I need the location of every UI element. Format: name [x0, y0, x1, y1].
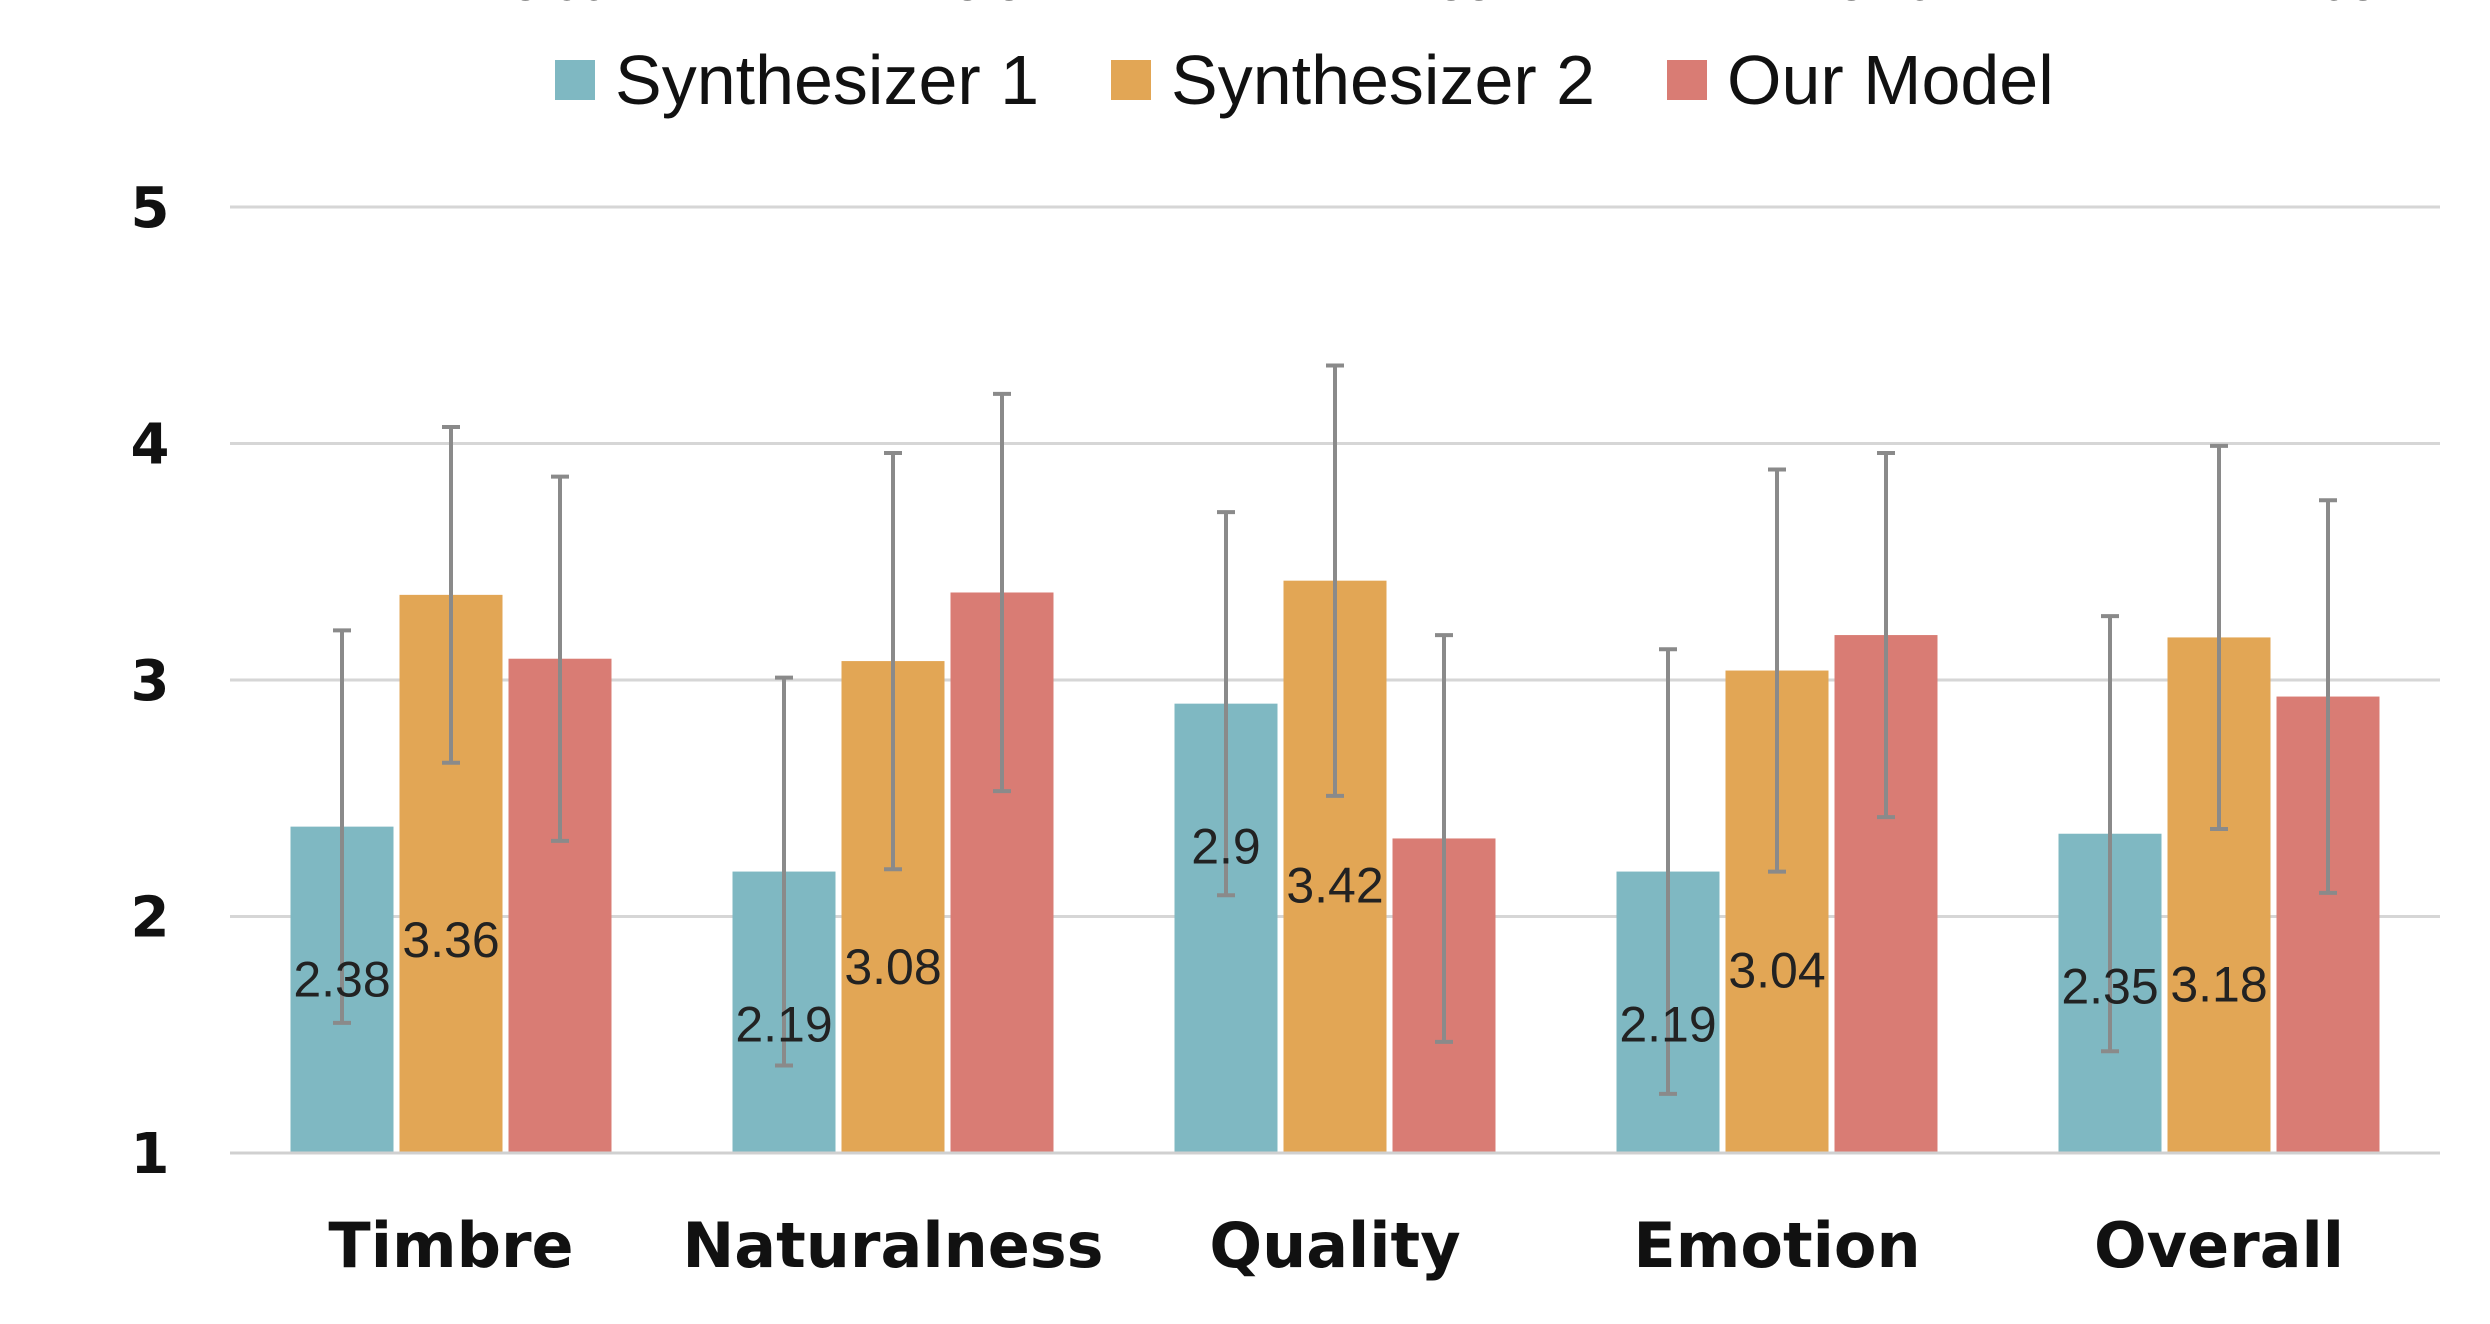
- data-label-our-model-emotion: 3.19: [1837, 0, 1934, 11]
- error-bar-our-model-timbre: [551, 474, 569, 843]
- data-label-synthesizer-1-emotion: 2.19: [1619, 997, 1716, 1053]
- data-label-synthesizer-1-overall: 2.35: [2061, 959, 2158, 1015]
- y-tick-label: 4: [131, 413, 170, 478]
- data-label-synthesizer-2-timbre: 3.36: [402, 912, 499, 968]
- error-bar-our-model-naturalness: [993, 391, 1011, 794]
- error-bar-synthesizer-1-overall: [2101, 614, 2119, 1054]
- data-label-synthesizer-2-quality: 3.42: [1286, 858, 1383, 914]
- error-bar-synthesizer-1-timbre: [333, 628, 351, 1025]
- legend-label: Synthesizer 2: [1171, 41, 1595, 119]
- data-label-synthesizer-2-naturalness: 3.08: [844, 939, 941, 995]
- x-tick-label-overall: Overall: [2094, 1209, 2344, 1282]
- y-tick-label: 5: [131, 176, 170, 241]
- data-label-synthesizer-1-timbre: 2.38: [293, 952, 390, 1008]
- legend-swatch: [555, 60, 595, 100]
- error-bar-synthesizer-1-emotion: [1659, 647, 1677, 1096]
- legend-label: Our Model: [1727, 41, 2054, 119]
- error-bar-synthesizer-2-timbre: [442, 424, 460, 765]
- error-bar-synthesizer-2-emotion: [1768, 467, 1786, 874]
- data-label-synthesizer-2-overall: 3.18: [2170, 956, 2267, 1012]
- data-label-synthesizer-2-emotion: 3.04: [1728, 943, 1825, 999]
- data-labels: 2.383.363.092.193.083.372.93.422.332.193…: [293, 0, 2376, 1053]
- error-bar-our-model-emotion: [1877, 450, 1895, 820]
- y-tick-label: 2: [131, 886, 170, 951]
- error-bar-our-model-quality: [1435, 633, 1453, 1044]
- error-bar-synthesizer-2-quality: [1326, 363, 1344, 798]
- legend-item-synthesizer-2: Synthesizer 2: [1111, 41, 1595, 119]
- x-tick-label-timbre: Timbre: [328, 1209, 573, 1282]
- error-bar-synthesizer-2-overall: [2210, 443, 2228, 831]
- error-bar-synthesizer-2-naturalness: [884, 450, 902, 872]
- data-label-synthesizer-1-quality: 2.9: [1191, 819, 1261, 875]
- data-label-synthesizer-1-naturalness: 2.19: [735, 997, 832, 1053]
- y-tick-label: 3: [131, 649, 170, 714]
- legend-label: Synthesizer 1: [615, 41, 1039, 119]
- x-tick-label-emotion: Emotion: [1633, 1209, 1920, 1282]
- x-tick-label-quality: Quality: [1209, 1209, 1460, 1282]
- data-label-our-model-timbre: 3.09: [511, 0, 608, 11]
- data-label-our-model-quality: 2.33: [1395, 0, 1492, 11]
- error-bar-synthesizer-1-quality: [1217, 510, 1235, 898]
- error-bar-our-model-overall: [2319, 498, 2337, 895]
- data-label-our-model-overall: 2.93: [2279, 0, 2376, 11]
- x-tick-label-naturalness: Naturalness: [682, 1209, 1103, 1282]
- error-bar-synthesizer-1-naturalness: [775, 675, 793, 1068]
- legend-swatch: [1111, 60, 1151, 100]
- legend-item-our-model: Our Model: [1667, 41, 2054, 119]
- error-bars: [333, 363, 2337, 1096]
- legend-swatch: [1667, 60, 1707, 100]
- axes: 1 2 3 4 5 Timbre Naturalness Quality Emotion Over…: [131, 176, 2440, 1282]
- bars: [290, 580, 2380, 1153]
- legend: Synthesizer 1 Synthesizer 2 Our Model: [555, 41, 2054, 119]
- data-label-our-model-naturalness: 3.37: [953, 0, 1050, 11]
- legend-item-synthesizer-1: Synthesizer 1: [555, 41, 1039, 119]
- y-tick-label: 1: [131, 1122, 170, 1187]
